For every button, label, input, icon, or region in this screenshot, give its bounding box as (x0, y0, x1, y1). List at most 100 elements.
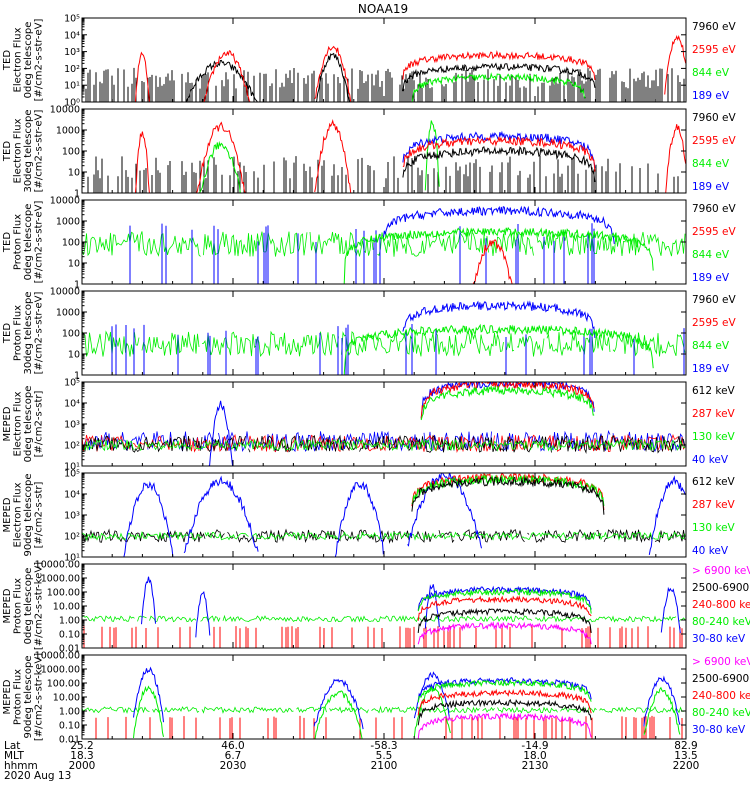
panel-data-p2 (87, 119, 686, 193)
series-blue-hump-3 (123, 481, 174, 557)
series-green-dome-7 (420, 385, 595, 421)
series-red-hump-1 (134, 131, 150, 193)
series-green-noise-0 (82, 614, 686, 623)
y-axis-label-line: 90deg telescope (23, 473, 34, 556)
legend-entry-green: 130 keV (692, 431, 736, 443)
series-blue-hump-9 (648, 475, 686, 555)
series-black-dome-8 (402, 145, 596, 183)
panel-data-p7 (82, 576, 686, 648)
series-black-spikes-0 (87, 155, 679, 193)
panel-data-p3 (82, 205, 686, 284)
series-blue-hump-13 (643, 675, 681, 727)
y-tick-label: 10000.00 (35, 651, 80, 662)
series-blue-hump-2 (141, 576, 156, 625)
panel-data-p8 (82, 666, 686, 739)
y-tick-label: 1.00 (59, 616, 80, 627)
y-axis-label: MEPEDElectron Flux90deg telescope[#/cm2-… (2, 473, 45, 556)
series-blue-spikes-1 (129, 223, 595, 284)
y-tick-label: 100 (62, 238, 80, 249)
legend-entry-blue: 189 eV (692, 181, 730, 193)
y-axis-label-line: TED (2, 232, 13, 253)
series-blue-hump-4 (424, 584, 440, 629)
y-axis-label-line: 30deg telescope (23, 291, 34, 374)
x-tick-label-mlt: 13.5 (674, 750, 697, 762)
series-green-dome-8 (411, 72, 586, 102)
y-tick-label: 10000 (50, 196, 80, 207)
series-red-hump-4 (314, 45, 352, 102)
y-axis-label-line: [#/cm2-s-str-eV] (34, 110, 45, 193)
panel-p2: 1 10 100 1000 10000 TEDElectron Flux30deg tel… (2, 105, 737, 200)
legend-entry-blue: 30-80 keV (692, 724, 746, 736)
y-axis-label-line: TED (2, 141, 13, 162)
legend-entry-red: 240-800 ke (692, 599, 750, 611)
legend-entry-blue: 189 eV (692, 363, 730, 375)
series-green-dome-7 (411, 473, 605, 506)
series-green-dome-3 (343, 226, 654, 284)
series-green-noise-0 (82, 330, 686, 358)
series-red-dome-10 (417, 688, 592, 716)
panel-p4: 1 10 100 1000 10000 TEDProton Flux30deg teles… (2, 287, 737, 382)
series-black-dome-8 (411, 476, 605, 515)
series-red-spikes-1 (83, 626, 683, 648)
panel-data-p5 (82, 382, 686, 466)
y-axis-label-line: [#/cm2-s-str-eV] (34, 292, 45, 375)
legend-entry-green: 844 eV (692, 67, 730, 79)
y-axis-label: MEPEDProton Flux90deg telescope[#/cm2-s-… (2, 653, 45, 741)
x-tick-label-hhmm: 2030 (220, 760, 247, 772)
legend-entry-green: 80-240 keV (692, 616, 750, 628)
series-red-dome-7 (402, 135, 596, 172)
series-green-dome-9 (417, 678, 592, 703)
legend-entry-black: 7960 eV (692, 21, 737, 33)
panel-frame (81, 563, 687, 649)
y-axis-label-line: MEPED (2, 406, 13, 441)
y-tick-label: 10² (64, 441, 80, 452)
x-tick-label-lat: -14.9 (521, 740, 548, 752)
y-tick-label: 1.00 (59, 707, 80, 718)
y-tick-label: 10000.00 (35, 560, 80, 571)
series-blue-dome-2 (382, 205, 615, 244)
series-black-dome-11 (417, 698, 592, 726)
figure-title: NOAA19 (358, 2, 408, 16)
y-axis-label-line: [#/cm2-s-str] (34, 481, 45, 548)
y-tick-label: 1000.00 (41, 665, 80, 676)
series-blue-hump-3 (195, 590, 211, 638)
series-blue-hump-4 (313, 678, 364, 730)
legend-entry-blue: 189 eV (692, 90, 730, 102)
x-tick-label-lat: 46.0 (221, 740, 244, 752)
x-tick-label-lat: 25.2 (70, 740, 93, 752)
y-axis-label-line: 0deg telescope (23, 568, 34, 645)
y-tick-label: 10² (64, 532, 80, 543)
y-tick-label: 1 (74, 280, 80, 291)
y-tick-label: 100 (62, 147, 80, 158)
y-tick-label: 10¹ (64, 553, 80, 564)
legend-entry-green: 844 eV (692, 249, 730, 261)
y-tick-label: 10¹ (64, 81, 80, 92)
legend-entry-magenta: > 6900 keV (692, 565, 750, 577)
y-tick-label: 10³ (64, 420, 80, 431)
y-axis-label-line: TED (2, 50, 13, 71)
y-tick-label: 10.00 (53, 602, 80, 613)
series-red-hump-2 (195, 121, 246, 193)
legend-entry-red: 2595 eV (692, 135, 737, 147)
y-tick-label: 10000 (50, 287, 80, 298)
legend-entry-blue: 40 keV (692, 545, 729, 557)
x-row-label-hhmm: hhmm (4, 760, 38, 772)
y-tick-label: 1000 (56, 217, 80, 228)
legend-entry-red: 2595 eV (692, 317, 737, 329)
series-red-spikes-1 (82, 715, 683, 739)
x-tick-label-lat: 82.9 (674, 740, 697, 752)
x-tick-label-lat: -58.3 (370, 740, 397, 752)
y-axis-label-line: MEPED (2, 588, 13, 623)
series-red-hump-2 (202, 50, 252, 102)
y-tick-label: 1000 (56, 308, 80, 319)
y-tick-label: 0.01 (59, 644, 80, 655)
y-axis-label-line: [#/cm2-s-str-keV] (34, 653, 45, 741)
y-axis-label-line: [#/cm2-s-str] (34, 390, 45, 457)
legend-entry-red: 2595 eV (692, 226, 737, 238)
y-tick-label: 10⁴ (64, 399, 80, 410)
legend-entry-red: 240-800 ke (692, 690, 750, 702)
series-blue-dome-2 (402, 300, 596, 338)
y-axis-label: TEDElectron Flux30deg telescope[#/cm2-s-… (2, 109, 45, 192)
y-tick-label: 1000 (56, 126, 80, 137)
